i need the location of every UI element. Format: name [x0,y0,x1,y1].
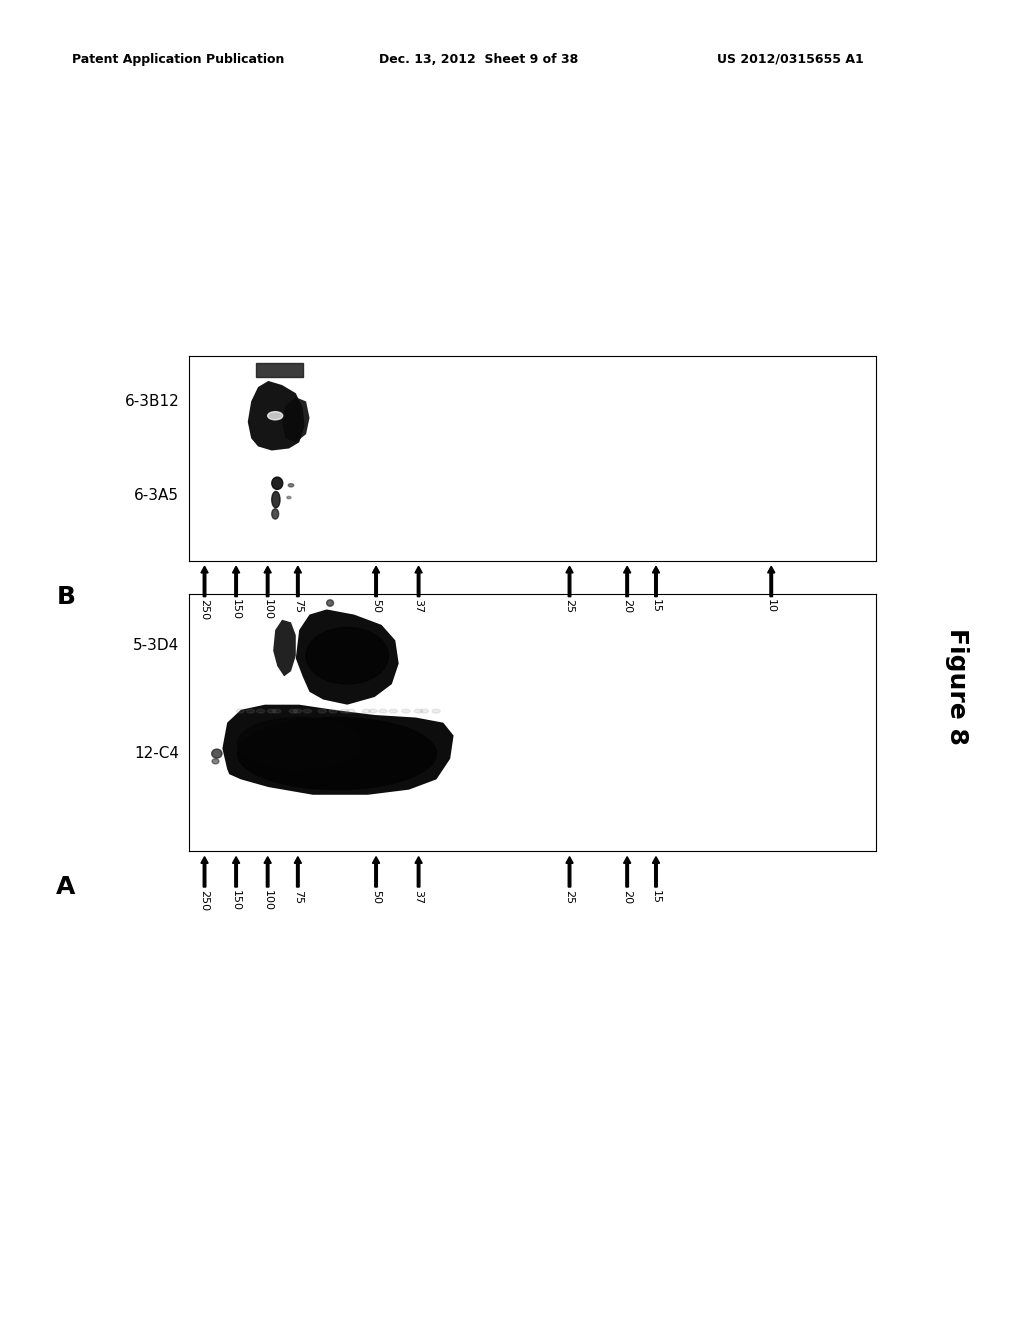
Ellipse shape [371,709,379,713]
Text: 15: 15 [651,599,660,614]
Ellipse shape [388,709,396,713]
Text: US 2012/0315655 A1: US 2012/0315655 A1 [717,53,863,66]
Text: 75: 75 [293,599,303,614]
Text: 37: 37 [414,599,424,614]
Ellipse shape [422,709,430,713]
Polygon shape [282,397,309,442]
Text: 250: 250 [200,890,210,911]
Polygon shape [222,705,454,795]
Text: 37: 37 [414,890,424,904]
Ellipse shape [212,748,222,758]
Text: A: A [56,875,76,899]
Text: 100: 100 [262,890,272,911]
Text: 150: 150 [231,599,241,620]
Ellipse shape [339,709,347,713]
Ellipse shape [347,709,355,713]
Ellipse shape [293,709,301,713]
Text: 6-3B12: 6-3B12 [125,393,179,409]
Ellipse shape [271,477,283,490]
Text: 50: 50 [371,599,381,614]
Ellipse shape [319,709,328,713]
Ellipse shape [331,709,339,713]
Ellipse shape [267,412,283,420]
Ellipse shape [238,718,436,789]
Text: 50: 50 [371,890,381,904]
Ellipse shape [309,709,317,713]
Ellipse shape [361,709,370,713]
Ellipse shape [327,599,334,606]
Text: 100: 100 [262,599,272,620]
Text: 6-3A5: 6-3A5 [134,488,179,503]
Text: B: B [56,585,76,609]
Text: 10: 10 [766,599,776,614]
Text: 150: 150 [231,890,241,911]
Ellipse shape [274,709,283,713]
Ellipse shape [381,709,389,713]
Ellipse shape [306,627,388,684]
Ellipse shape [253,709,261,713]
Ellipse shape [212,759,219,764]
Polygon shape [248,381,305,450]
Ellipse shape [432,709,440,713]
Text: 15: 15 [651,890,660,904]
Text: 250: 250 [200,599,210,620]
Text: 5-3D4: 5-3D4 [133,638,179,653]
Text: 20: 20 [623,599,632,614]
Ellipse shape [398,709,407,713]
Text: 25: 25 [564,890,574,904]
Ellipse shape [263,709,271,713]
Text: Figure 8: Figure 8 [945,628,970,744]
Ellipse shape [287,496,291,499]
Polygon shape [273,619,296,676]
Ellipse shape [413,709,421,713]
Ellipse shape [245,709,253,713]
Text: 20: 20 [623,890,632,904]
Text: 75: 75 [293,890,303,904]
Ellipse shape [284,709,292,713]
Ellipse shape [238,718,361,770]
Ellipse shape [271,508,279,519]
Text: Dec. 13, 2012  Sheet 9 of 38: Dec. 13, 2012 Sheet 9 of 38 [379,53,579,66]
Ellipse shape [233,709,242,713]
Text: Patent Application Publication: Patent Application Publication [72,53,284,66]
Ellipse shape [288,483,294,487]
Ellipse shape [271,491,280,508]
Polygon shape [296,610,398,705]
Text: 25: 25 [564,599,574,614]
Text: 12-C4: 12-C4 [134,746,179,762]
